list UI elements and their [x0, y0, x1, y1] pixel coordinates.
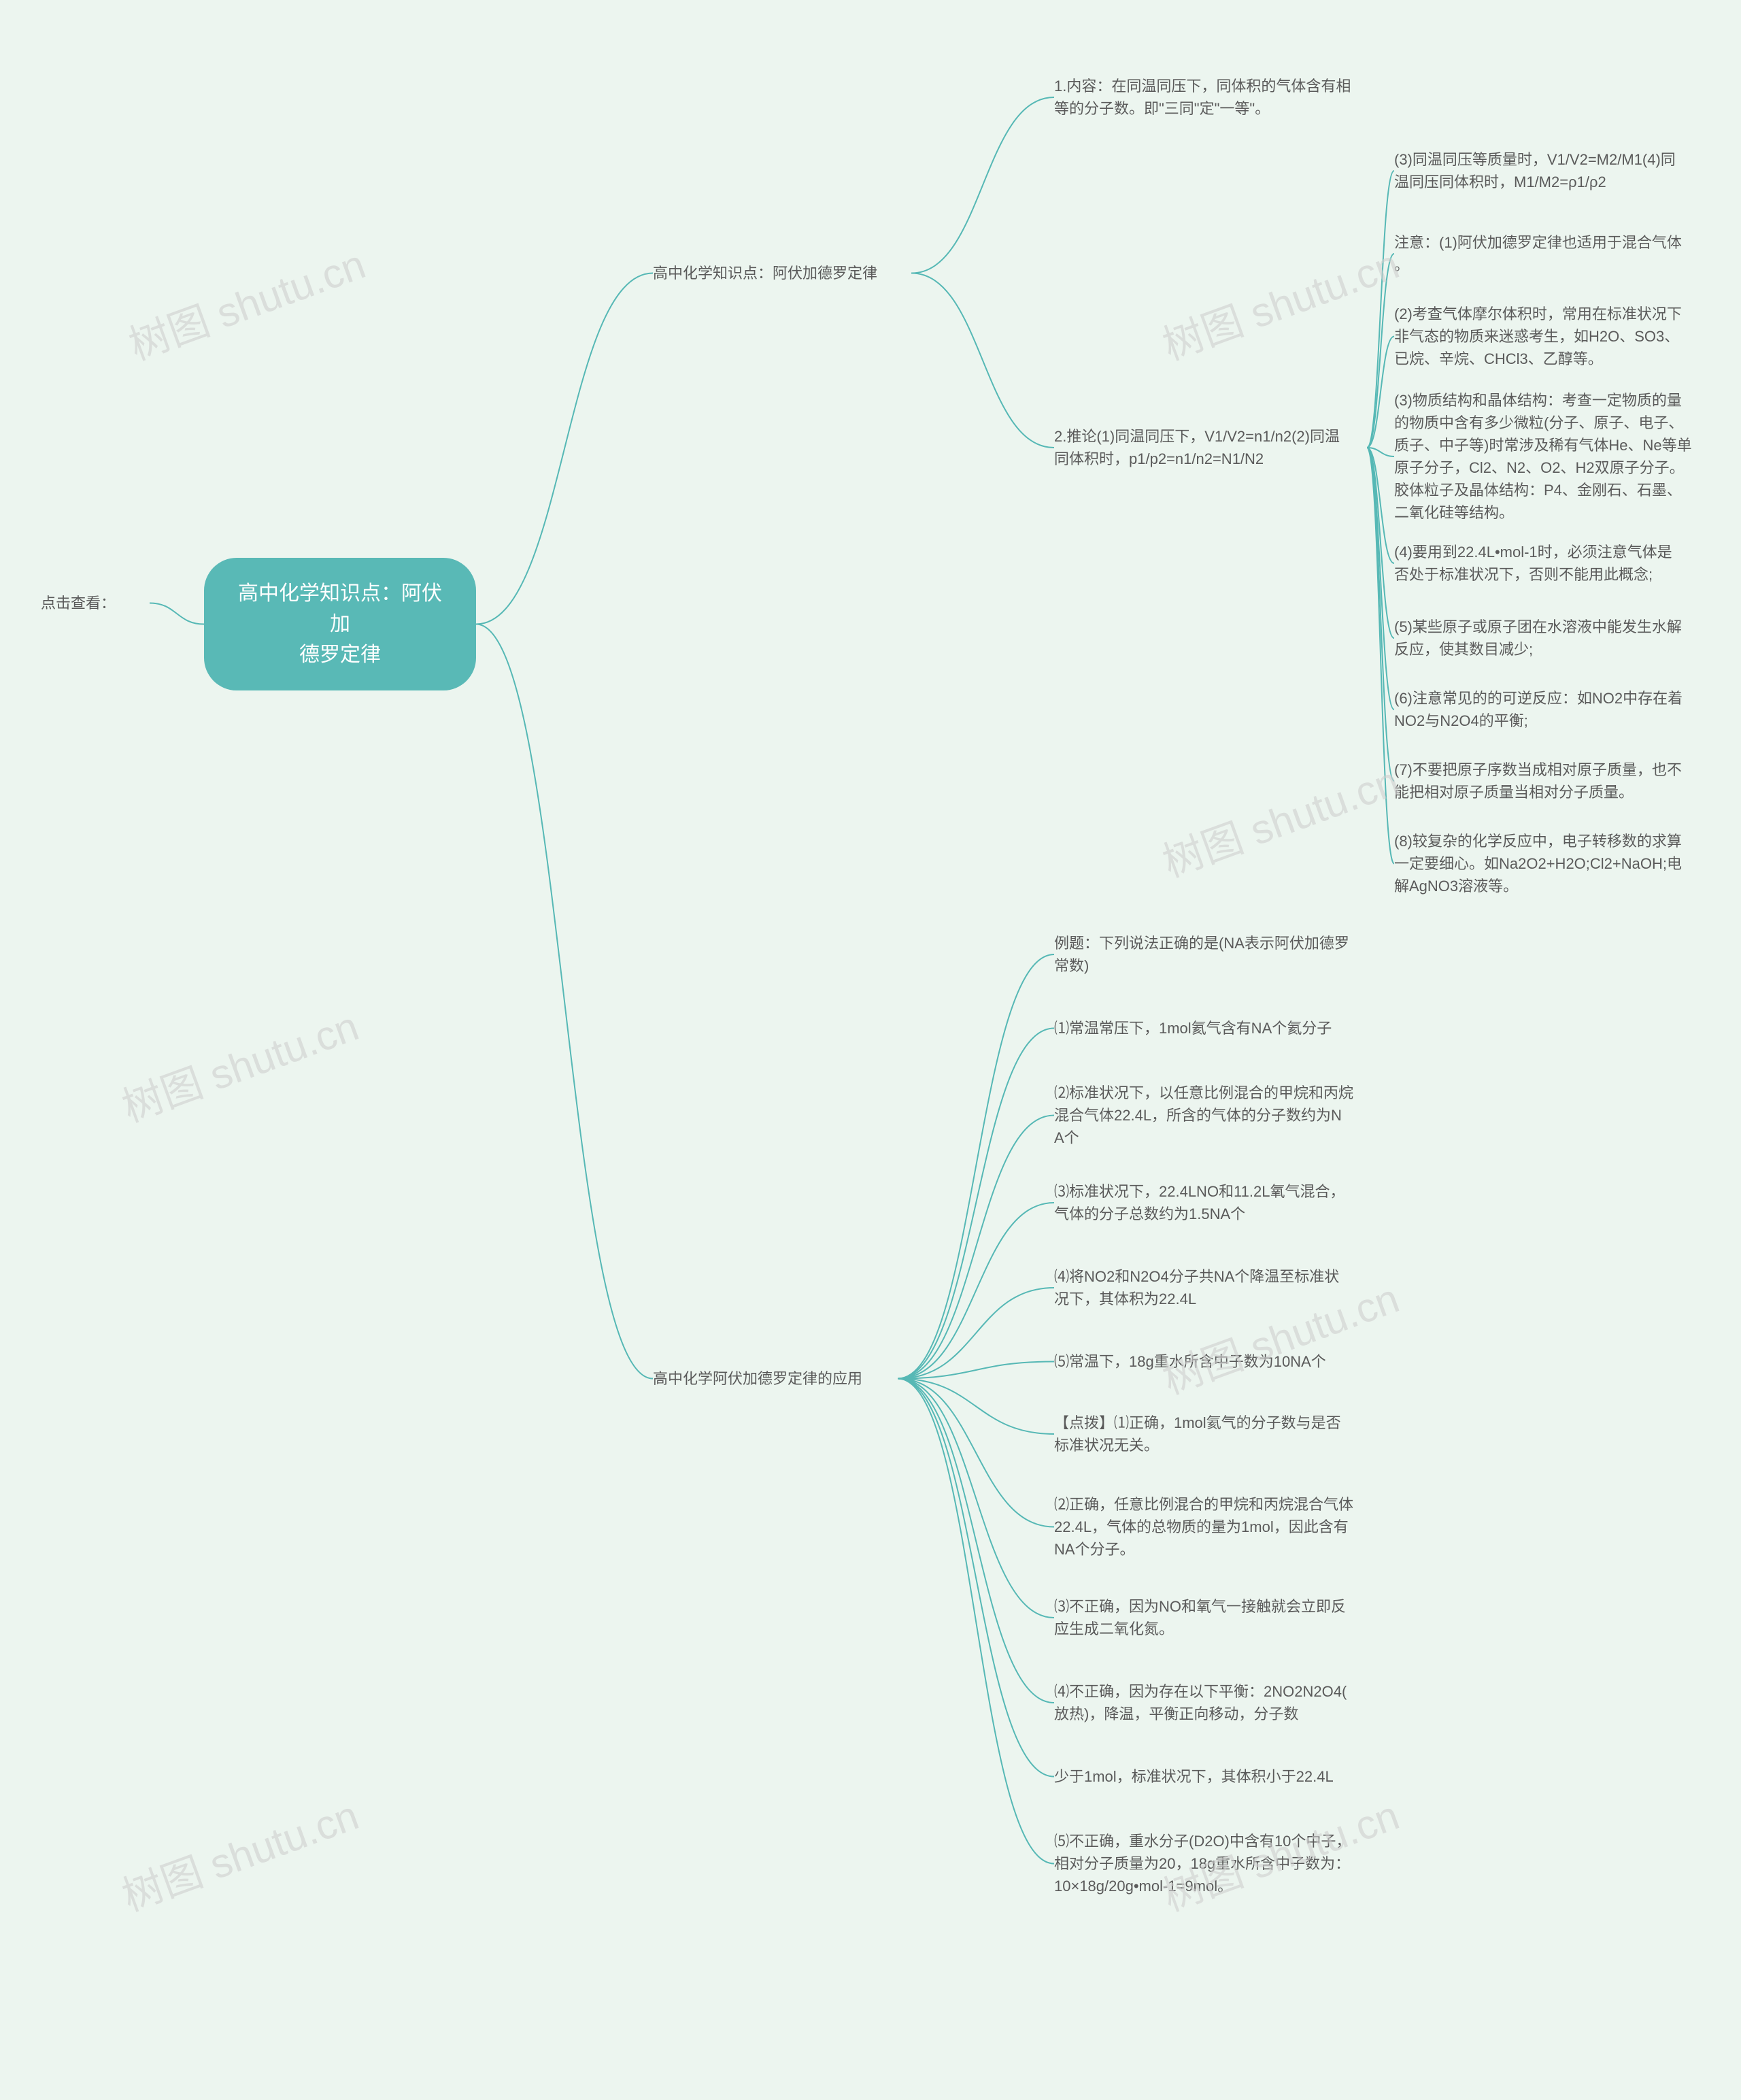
- mindmap-node-label: ⑸不正确，重水分子(D2O)中含有10个中子， 相对分子质量为20，18g重水所…: [1054, 1833, 1351, 1895]
- mindmap-node-b1c2_1[interactable]: (3)同温同压等质量时，V1/V2=M2/M1(4)同 温同压同体积时，M1/M…: [1394, 148, 1693, 193]
- connector: [898, 1362, 1054, 1379]
- connector: [1367, 448, 1394, 563]
- mindmap-node-label: ⑵标准状况下，以任意比例混合的甲烷和丙烷 混合气体22.4L，所含的气体的分子数…: [1054, 1084, 1353, 1146]
- watermark: 树图 shutu.cn: [113, 1782, 365, 1922]
- mindmap-node-b1c2_9[interactable]: (8)较复杂的化学反应中，电子转移数的求算 一定要细心。如Na2O2+H2O;C…: [1394, 830, 1693, 897]
- mindmap-node-b2_11[interactable]: 少于1mol，标准状况下，其体积小于22.4L: [1054, 1765, 1367, 1788]
- mindmap-node-label: 2.推论(1)同温同压下，V1/V2=n1/n2(2)同温 同体积时，p1/p2…: [1054, 428, 1340, 467]
- mindmap-node-label: (2)考查气体摩尔体积时，常用在标准状况下 非气态的物质来迷惑考生，如H2O、S…: [1394, 305, 1682, 367]
- mindmap-node-b1c1[interactable]: 1.内容：在同温同压下，同体积的气体含有相 等的分子数。即"三同"定"一等"。: [1054, 75, 1367, 120]
- connector: [898, 1029, 1054, 1379]
- mindmap-node-label: 1.内容：在同温同压下，同体积的气体含有相 等的分子数。即"三同"定"一等"。: [1054, 78, 1351, 117]
- mindmap-node-b2_1[interactable]: 例题：下列说法正确的是(NA表示阿伏加德罗 常数): [1054, 932, 1367, 977]
- mindmap-node-b2_3[interactable]: ⑵标准状况下，以任意比例混合的甲烷和丙烷 混合气体22.4L，所含的气体的分子数…: [1054, 1082, 1367, 1149]
- connector: [898, 1379, 1054, 1703]
- mindmap-node-label: 点击查看：: [41, 595, 116, 612]
- connector: [1367, 254, 1394, 448]
- connector: [898, 1379, 1054, 1618]
- connector: [1367, 337, 1394, 448]
- mindmap-node-label: ⑴常温常压下，1mol氦气含有NA个氦分子: [1054, 1020, 1332, 1037]
- mindmap-node-label: (4)要用到22.4L•mol-1时，必须注意气体是 否处于标准状况下，否则不能…: [1394, 544, 1672, 583]
- connector: [898, 1379, 1054, 1864]
- mindmap-node-b1c2[interactable]: 2.推论(1)同温同压下，V1/V2=n1/n2(2)同温 同体积时，p1/p2…: [1054, 425, 1367, 470]
- mindmap-node-label: 高中化学阿伏加德罗定律的应用: [653, 1370, 862, 1387]
- mindmap-node-label: (6)注意常见的的可逆反应：如NO2中存在着 NO2与N2O4的平衡;: [1394, 690, 1683, 729]
- connector: [898, 1379, 1054, 1435]
- connector: [476, 273, 653, 624]
- mindmap-node-b2_10[interactable]: ⑷不正确，因为存在以下平衡：2NO2N2O4( 放热)，降温，平衡正向移动，分子…: [1054, 1680, 1367, 1725]
- mindmap-node-label: 例题：下列说法正确的是(NA表示阿伏加德罗 常数): [1054, 935, 1349, 974]
- connector: [1367, 171, 1394, 448]
- connector: [1367, 448, 1394, 781]
- mindmap-node-label: (3)同温同压等质量时，V1/V2=M2/M1(4)同 温同压同体积时，M1/M…: [1394, 151, 1676, 190]
- mindmap-node-label: ⑵正确，任意比例混合的甲烷和丙烷混合气体 22.4L，气体的总物质的量为1mol…: [1054, 1496, 1353, 1558]
- mindmap-node-b1c2_8[interactable]: (7)不要把原子序数当成相对原子质量，也不 能把相对原子质量当相对分子质量。: [1394, 759, 1693, 803]
- mindmap-node-label: ⑸常温下，18g重水所含中子数为10NA个: [1054, 1353, 1326, 1370]
- watermark: 树图 shutu.cn: [113, 993, 365, 1133]
- mindmap-node-label: ⑶不正确，因为NO和氧气一接触就会立即反 应生成二氧化氮。: [1054, 1598, 1346, 1637]
- mindmap-node-b2[interactable]: 高中化学阿伏加德罗定律的应用: [653, 1367, 898, 1390]
- mindmap-node-left0[interactable]: 点击查看：: [41, 592, 150, 614]
- connector: [898, 1116, 1054, 1379]
- mindmap-node-b2_9[interactable]: ⑶不正确，因为NO和氧气一接触就会立即反 应生成二氧化氮。: [1054, 1595, 1367, 1640]
- connector: [911, 97, 1054, 273]
- mindmap-node-b1[interactable]: 高中化学知识点：阿伏加德罗定律: [653, 262, 911, 284]
- connector: [898, 1203, 1054, 1379]
- watermark: 树图 shutu.cn: [120, 231, 372, 371]
- mindmap-node-label: 高中化学知识点：阿伏加 德罗定律: [238, 582, 442, 666]
- connector: [898, 954, 1054, 1379]
- mindmap-node-label: (3)物质结构和晶体结构：考查一定物质的量 的物质中含有多少微粒(分子、原子、电…: [1394, 392, 1692, 521]
- mindmap-node-label: (8)较复杂的化学反应中，电子转移数的求算 一定要细心。如Na2O2+H2O;C…: [1394, 833, 1682, 895]
- watermark: 树图 shutu.cn: [1153, 231, 1406, 371]
- mindmap-node-b2_4[interactable]: ⑶标准状况下，22.4LNO和11.2L氧气混合， 气体的分子总数约为1.5NA…: [1054, 1180, 1367, 1225]
- mindmap-node-label: 【点拨】⑴正确，1mol氦气的分子数与是否 标准状况无关。: [1054, 1414, 1341, 1454]
- connector: [1367, 448, 1394, 864]
- mindmap-node-label: ⑶标准状况下，22.4LNO和11.2L氧气混合， 气体的分子总数约为1.5NA…: [1054, 1183, 1345, 1222]
- mindmap-node-b1c2_7[interactable]: (6)注意常见的的可逆反应：如NO2中存在着 NO2与N2O4的平衡;: [1394, 687, 1693, 732]
- mindmap-node-b1c2_4[interactable]: (3)物质结构和晶体结构：考查一定物质的量 的物质中含有多少微粒(分子、原子、电…: [1394, 389, 1693, 524]
- mindmap-node-root[interactable]: 高中化学知识点：阿伏加 德罗定律: [204, 558, 476, 690]
- mindmap-node-b1c2_5[interactable]: (4)要用到22.4L•mol-1时，必须注意气体是 否处于标准状况下，否则不能…: [1394, 541, 1693, 586]
- mindmap-node-label: ⑷不正确，因为存在以下平衡：2NO2N2O4( 放热)，降温，平衡正向移动，分子…: [1054, 1683, 1347, 1722]
- connector: [898, 1379, 1054, 1527]
- mindmap-node-label: (7)不要把原子序数当成相对原子质量，也不 能把相对原子质量当相对分子质量。: [1394, 761, 1682, 801]
- mindmap-node-b1c2_3[interactable]: (2)考查气体摩尔体积时，常用在标准状况下 非气态的物质来迷惑考生，如H2O、S…: [1394, 303, 1693, 370]
- mindmap-node-label: (5)某些原子或原子团在水溶液中能发生水解 反应，使其数目减少;: [1394, 618, 1682, 658]
- connector: [150, 603, 204, 624]
- connector: [898, 1379, 1054, 1777]
- mindmap-node-b2_2[interactable]: ⑴常温常压下，1mol氦气含有NA个氦分子: [1054, 1017, 1367, 1039]
- mindmap-node-b2_5[interactable]: ⑷将NO2和N2O4分子共NA个降温至标准状 况下，其体积为22.4L: [1054, 1265, 1367, 1310]
- connector: [1367, 448, 1394, 638]
- mindmap-node-b2_8[interactable]: ⑵正确，任意比例混合的甲烷和丙烷混合气体 22.4L，气体的总物质的量为1mol…: [1054, 1493, 1367, 1561]
- mindmap-node-b2_6[interactable]: ⑸常温下，18g重水所含中子数为10NA个: [1054, 1350, 1367, 1373]
- connector: [1367, 448, 1394, 710]
- connector: [476, 624, 653, 1379]
- connector: [911, 273, 1054, 448]
- connector: [1367, 448, 1394, 456]
- mindmap-node-b1c2_6[interactable]: (5)某些原子或原子团在水溶液中能发生水解 反应，使其数目减少;: [1394, 616, 1693, 661]
- mindmap-node-label: ⑷将NO2和N2O4分子共NA个降温至标准状 况下，其体积为22.4L: [1054, 1268, 1339, 1307]
- watermark: 树图 shutu.cn: [1153, 748, 1406, 888]
- mindmap-node-label: 注意：(1)阿伏加德罗定律也适用于混合气体 。: [1394, 234, 1682, 273]
- mindmap-node-b2_7[interactable]: 【点拨】⑴正确，1mol氦气的分子数与是否 标准状况无关。: [1054, 1412, 1367, 1456]
- mindmap-node-b2_12[interactable]: ⑸不正确，重水分子(D2O)中含有10个中子， 相对分子质量为20，18g重水所…: [1054, 1830, 1367, 1897]
- mindmap-node-label: 高中化学知识点：阿伏加德罗定律: [653, 265, 877, 282]
- connector: [898, 1288, 1054, 1379]
- mindmap-node-b1c2_2[interactable]: 注意：(1)阿伏加德罗定律也适用于混合气体 。: [1394, 231, 1693, 276]
- mindmap-node-label: 少于1mol，标准状况下，其体积小于22.4L: [1054, 1768, 1334, 1785]
